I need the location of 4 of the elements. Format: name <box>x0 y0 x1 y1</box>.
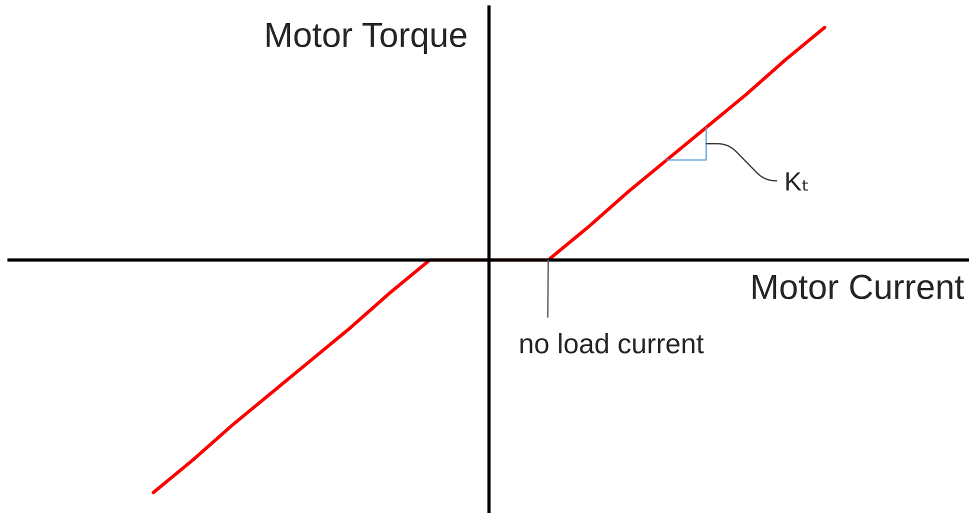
x-axis-title: Motor Current <box>752 274 964 300</box>
annotation: no load current <box>520 333 704 354</box>
annotation: Kₜ <box>786 172 808 191</box>
y-axis-title: Motor Torque <box>266 22 466 54</box>
